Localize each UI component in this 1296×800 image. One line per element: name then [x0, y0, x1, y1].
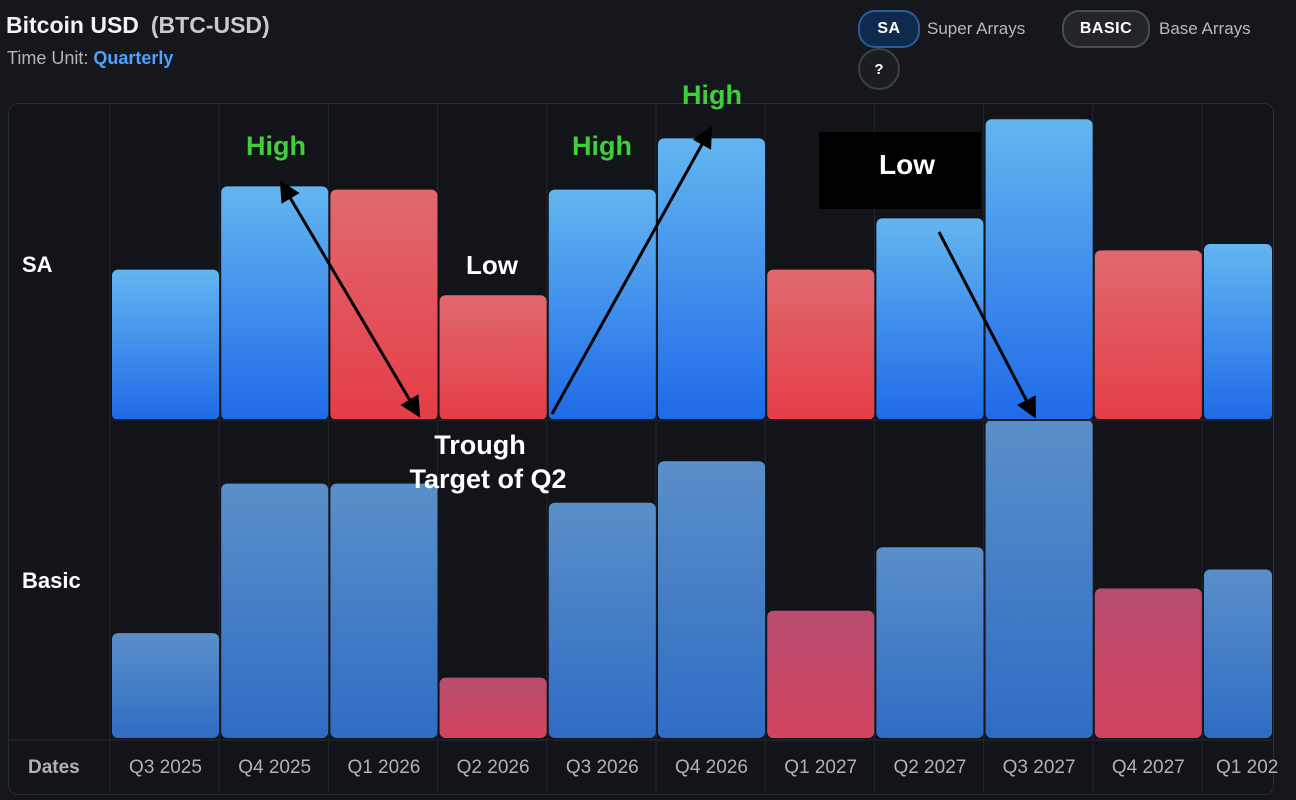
bar-sa-q1-2026[interactable] [330, 189, 438, 420]
bar-basic-q2-2026[interactable] [439, 677, 547, 738]
bar-basic-q3-2026[interactable] [548, 502, 656, 738]
x-tick-label: Q3 2027 [1003, 757, 1076, 778]
annotation-low-1: Low [466, 250, 519, 280]
x-tick-label: Q2 2026 [457, 757, 530, 778]
annotation-target: Target of Q2 [409, 464, 566, 494]
x-tick-label: Q4 2026 [675, 757, 748, 778]
low-label-box [819, 132, 981, 209]
x-tick-label: Q2 2027 [893, 757, 966, 778]
x-tick-label: Q3 2025 [129, 757, 202, 778]
x-tick-label: Q1 2026 [347, 757, 420, 778]
time-unit-value[interactable]: Quarterly [93, 48, 174, 68]
bar-basic-q3-2025[interactable] [112, 633, 219, 738]
x-axis-labels: Q3 2025 Q4 2025 Q1 2026 Q2 2026 Q3 2026 Q4 20… [129, 757, 1278, 778]
annotation-trough: Trough [434, 430, 525, 460]
basic-legend-text: Base Arrays [1159, 19, 1251, 38]
annotation-high-1: High [246, 131, 306, 161]
bar-sa-q2-2026[interactable] [439, 295, 547, 420]
annotation-high-3: High [682, 80, 742, 110]
bar-sa-q2-2027[interactable] [876, 218, 984, 420]
bar-sa-q1-2027[interactable] [767, 269, 875, 420]
bar-basic-q1-202[interactable] [1204, 569, 1272, 739]
bar-basic-q3-2027[interactable] [985, 420, 1093, 738]
bar-sa-q4-2026[interactable] [658, 138, 765, 420]
sa-legend-text: Super Arrays [927, 19, 1026, 38]
dates-header: Dates [28, 757, 80, 778]
annotation-low-2: Low [879, 149, 935, 180]
arrow-trough-to-high [550, 126, 713, 415]
time-unit: Time Unit: Quarterly [7, 48, 173, 69]
arrow-high-to-trough [279, 180, 421, 418]
bar-basic-q2-2027[interactable] [876, 547, 984, 738]
row-label-sa: SA [22, 252, 53, 277]
bar-sa-q3-2025[interactable] [112, 269, 219, 420]
sa-toggle-button[interactable]: SA [858, 10, 920, 48]
time-unit-label: Time Unit: [7, 48, 89, 68]
x-tick-label: Q4 2027 [1112, 757, 1185, 778]
arrow-low-to-q3 [937, 231, 1036, 419]
bar-basic-q4-2025[interactable] [221, 483, 329, 738]
bar-sa-q1-202[interactable] [1204, 244, 1272, 420]
help-button[interactable]: ? [858, 48, 900, 90]
bars-group [112, 119, 1272, 738]
grid-lines [8, 104, 1272, 792]
annotation-high-2: High [572, 131, 632, 161]
row-label-basic: Basic [22, 568, 81, 593]
asset-ticker: (BTC-USD) [150, 12, 270, 38]
bar-sa-q3-2026[interactable] [548, 189, 656, 420]
x-tick-label: Q1 2027 [784, 757, 857, 778]
x-tick-label: Q1 202 [1216, 757, 1278, 778]
bar-basic-q1-2027[interactable] [767, 610, 875, 738]
bar-basic-q4-2026[interactable] [658, 461, 765, 738]
bar-sa-q3-2027[interactable] [985, 119, 1093, 420]
bar-basic-q4-2027[interactable] [1094, 588, 1202, 739]
bar-basic-q1-2026[interactable] [330, 483, 438, 738]
asset-name: Bitcoin USD [6, 12, 139, 38]
basic-toggle-button[interactable]: BASIC [1062, 10, 1150, 48]
page-title: Bitcoin USD (BTC-USD) [6, 12, 270, 39]
x-tick-label: Q3 2026 [566, 757, 639, 778]
bar-sa-q4-2025[interactable] [221, 186, 329, 420]
x-tick-label: Q4 2025 [238, 757, 311, 778]
bar-sa-q4-2027[interactable] [1094, 250, 1202, 420]
